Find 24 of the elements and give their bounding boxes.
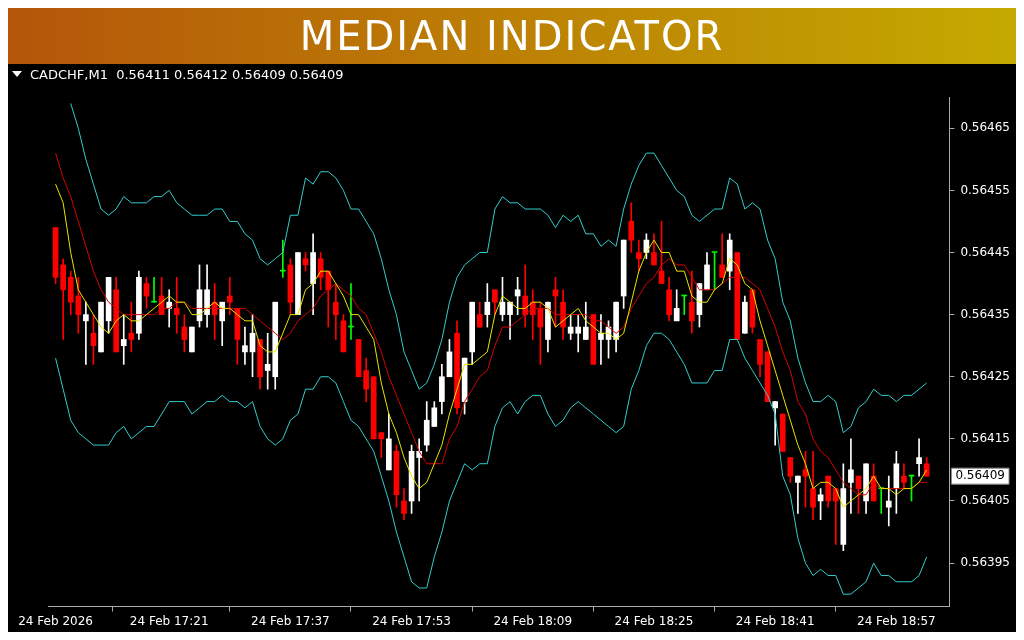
chart-title: MEDIAN INDICATOR <box>299 13 725 59</box>
y-tick-label: 0.56415 <box>960 431 1010 445</box>
candlestick <box>189 326 195 353</box>
y-tick-label: 0.56445 <box>960 244 1010 259</box>
y-tick-label: 0.56435 <box>960 306 1010 321</box>
candlestick <box>779 413 786 452</box>
x-tick-label: 24 Feb 17:21 <box>129 613 209 628</box>
x-tick-label: 24 Feb 17:37 <box>251 613 330 628</box>
x-tick-label: 24 Feb 2026 <box>18 613 93 628</box>
candlestick <box>295 252 301 315</box>
y-tick-label: 0.56465 <box>960 120 1010 135</box>
chart-subtitle: CADCHF,M1 0.56411 0.56412 0.56409 0.56409 <box>30 66 344 82</box>
x-tick-label: 24 Feb 18:57 <box>856 613 936 628</box>
y-tick-label: 0.56395 <box>960 555 1010 570</box>
y-tick-label: 0.56455 <box>960 182 1010 197</box>
text: 0.56409 <box>955 468 1005 483</box>
y-tick-label: 0.56405 <box>960 493 1010 508</box>
x-tick-label: 24 Feb 18:25 <box>614 613 694 628</box>
x-tick-label: 24 Feb 18:09 <box>493 613 573 628</box>
x-tick-label: 24 Feb 18:41 <box>735 613 815 628</box>
candlestick <box>98 301 104 353</box>
y-tick-label: 0.56425 <box>960 368 1010 383</box>
candlestick <box>734 252 741 340</box>
x-tick-label: 24 Feb 17:53 <box>372 613 451 628</box>
